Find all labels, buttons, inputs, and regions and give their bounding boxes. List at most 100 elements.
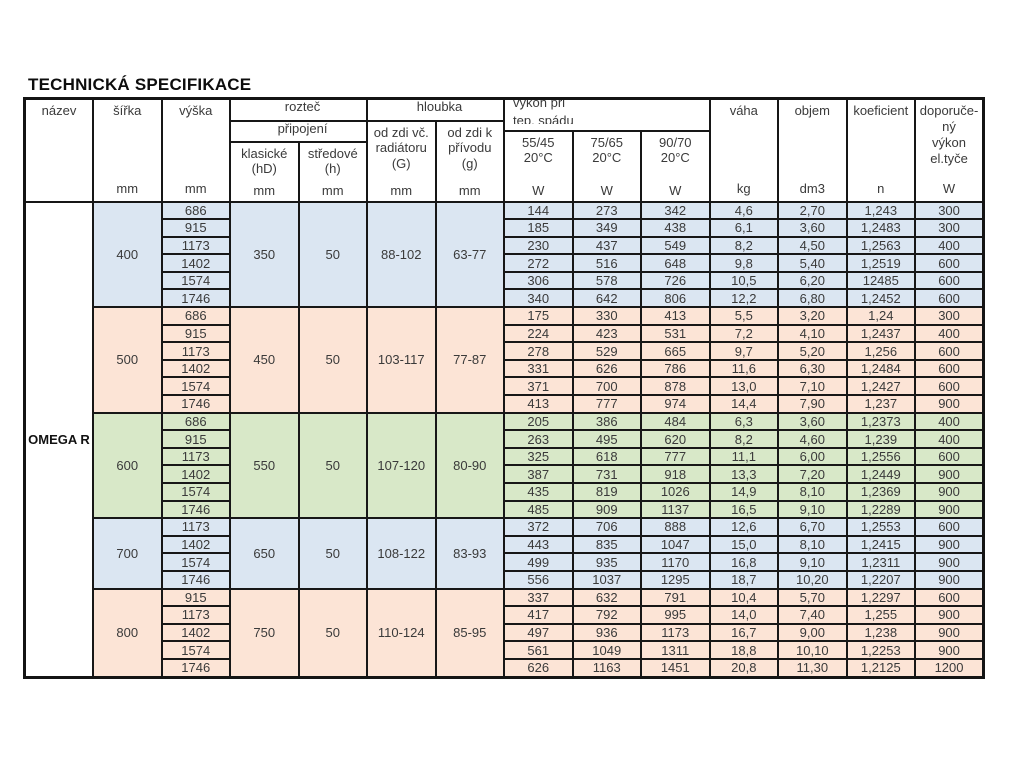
table-row: 600 686 550 50 107-120 80-90 205 386 484 6,3 3,60 1… — [25, 411, 985, 520]
cell-coefficient: 1,238 — [845, 622, 917, 643]
cell-height: 1574 — [160, 552, 231, 572]
cell-power-7565: 642 — [571, 288, 643, 309]
header-temp-5545-label: 55/45 20°C — [521, 134, 555, 166]
cell-volume: 5,20 — [777, 341, 848, 361]
cell-volume: 6,70 — [777, 517, 848, 537]
cell-power-7565: 700 — [571, 376, 643, 397]
cell-recommended-power: 900 — [914, 622, 985, 643]
cell-coefficient: 1,2289 — [845, 499, 917, 520]
cell-power-7565: 835 — [571, 534, 643, 555]
cell-weight: 16,5 — [708, 499, 780, 520]
cell-pitch-classic: 650 — [229, 517, 300, 590]
cell-recommended-power: 400 — [914, 429, 985, 449]
cell-height: 915 — [160, 323, 231, 344]
cell-weight: 13,3 — [708, 464, 780, 484]
cell-power-7565: 618 — [571, 446, 643, 467]
cell-power-7565: 909 — [571, 499, 643, 520]
header-nazev-label: název — [41, 103, 77, 118]
cell-coefficient: 1,2311 — [845, 552, 917, 572]
table-row: 1402 331 626 786 11,6 6,30 1,2484 600 — [25, 358, 985, 379]
cell-weight: 14,9 — [708, 482, 780, 502]
cell-recommended-power: 900 — [914, 640, 985, 660]
cell-coefficient: 12485 — [845, 270, 917, 291]
cell-depth-wall: 103-117 — [366, 306, 437, 414]
cell-coefficient: 1,2125 — [845, 657, 917, 679]
cell-power-7565: 706 — [571, 517, 643, 537]
cell-recommended-power: 400 — [914, 411, 985, 432]
cell-power-7565: 423 — [571, 323, 643, 344]
cell-weight: 12,6 — [708, 517, 780, 537]
cell-coefficient: 1,2415 — [845, 534, 917, 555]
header-stredove: středové (h) mm — [297, 140, 368, 203]
cell-volume: 3,60 — [777, 218, 848, 238]
cell-depth-supply: 85-95 — [434, 587, 506, 679]
cell-depth-supply: 63-77 — [434, 200, 506, 309]
header-temp-9070-unit: W — [669, 182, 682, 198]
header-doporuceny: doporuče- ný výkon el.tyče W — [914, 97, 985, 203]
cell-power-7565: 516 — [571, 253, 643, 273]
cell-power-7565: 632 — [571, 587, 643, 608]
cell-coefficient: 1,2553 — [845, 517, 917, 537]
cell-recommended-power: 300 — [914, 200, 985, 221]
table-row: 1173 230 437 549 8,2 4,50 1,2563 400 — [25, 235, 985, 256]
cell-power-5545: 144 — [503, 200, 574, 221]
cell-volume: 4,10 — [777, 323, 848, 344]
cell-volume: 2,70 — [777, 200, 848, 221]
header-vyska-label: výška — [179, 103, 213, 118]
cell-coefficient: 1,2483 — [845, 218, 917, 238]
cell-volume: 9,10 — [777, 552, 848, 572]
cell-pitch-central: 50 — [297, 306, 368, 414]
header-temp-7565: 75/65 20°C W — [571, 129, 643, 203]
cell-recommended-power: 600 — [914, 358, 985, 379]
cell-depth-supply: 83-93 — [434, 517, 506, 590]
header-hloubka-label: hloubka — [416, 99, 463, 114]
cell-power-7565: 819 — [571, 482, 643, 502]
cell-recommended-power: 600 — [914, 341, 985, 361]
cell-power-5545: 278 — [503, 341, 574, 361]
cell-coefficient: 1,243 — [845, 200, 917, 221]
cell-weight: 14,0 — [708, 605, 780, 625]
header-koeficient: koeficient n — [845, 97, 917, 203]
cell-weight: 8,2 — [708, 235, 780, 256]
cell-coefficient: 1,256 — [845, 341, 917, 361]
cell-coefficient: 1,2373 — [845, 411, 917, 432]
cell-power-5545: 340 — [503, 288, 574, 309]
cell-depth-wall: 110-124 — [366, 587, 437, 679]
cell-coefficient: 1,2519 — [845, 253, 917, 273]
cell-recommended-power: 400 — [914, 323, 985, 344]
table-row: 1746 485 909 1137 16,5 9,10 1,2289 900 — [25, 499, 985, 520]
cell-power-7565: 495 — [571, 429, 643, 449]
cell-recommended-power: 600 — [914, 446, 985, 467]
cell-recommended-power: 900 — [914, 499, 985, 520]
cell-power-5545: 272 — [503, 253, 574, 273]
header-vaha-unit: kg — [736, 181, 751, 197]
cell-power-9070: 1295 — [640, 569, 711, 590]
cell-power-9070: 484 — [640, 411, 711, 432]
cell-coefficient: 1,239 — [845, 429, 917, 449]
cell-weight: 16,7 — [708, 622, 780, 643]
cell-recommended-power: 900 — [914, 534, 985, 555]
cell-volume: 6,80 — [777, 288, 848, 309]
cell-power-9070: 1137 — [640, 499, 711, 520]
table-row: 500 686 450 50 103-117 77-87 175 330 413 5,5 3,20 1… — [25, 306, 985, 414]
cell-recommended-power: 1200 — [914, 657, 985, 679]
page-title: TECHNICKÁ SPECIFIKACE — [28, 75, 252, 94]
cell-volume: 9,00 — [777, 622, 848, 643]
cell-height: 1402 — [160, 464, 231, 484]
table-row: 1574 561 1049 1311 18,8 10,10 1,2253 900 — [25, 640, 985, 660]
header-vykon-line1: výkon při — [513, 100, 566, 111]
cell-power-9070: 1047 — [640, 534, 711, 555]
table-row: 1746 413 777 974 14,4 7,90 1,237 900 — [25, 394, 985, 414]
cell-power-9070: 438 — [640, 218, 711, 238]
header-temp-9070-label: 90/70 20°C — [659, 134, 692, 166]
cell-recommended-power: 900 — [914, 394, 985, 414]
cell-height: 1402 — [160, 622, 231, 643]
table-row: 915 263 495 620 8,2 4,60 1,239 400 — [25, 429, 985, 449]
cell-power-5545: 499 — [503, 552, 574, 572]
cell-power-7565: 273 — [571, 200, 643, 221]
cell-height: 1173 — [160, 235, 231, 256]
cell-power-5545: 337 — [503, 587, 574, 608]
cell-power-9070: 342 — [640, 200, 711, 221]
cell-power-9070: 620 — [640, 429, 711, 449]
